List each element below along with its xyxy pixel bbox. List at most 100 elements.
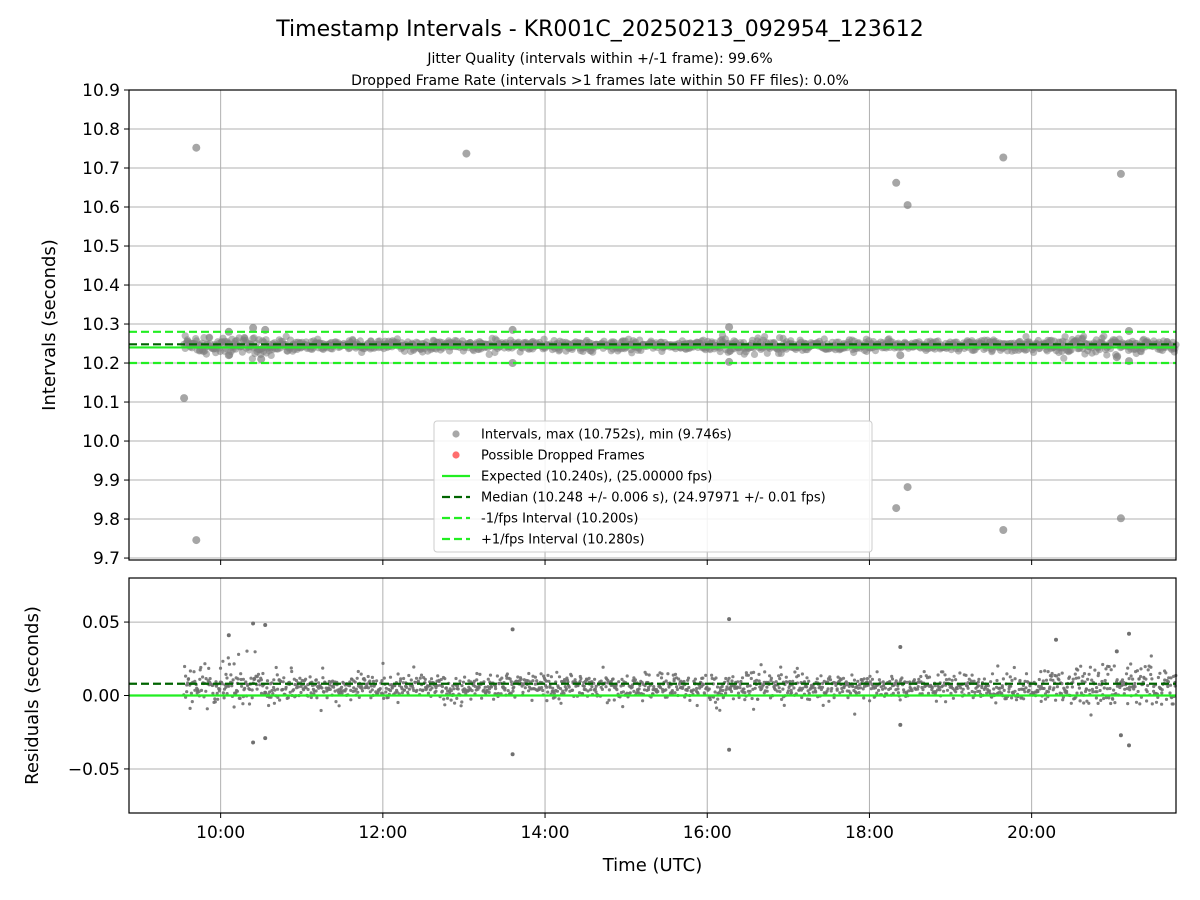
data-point [916,685,920,689]
data-point [862,677,866,681]
data-point [288,690,292,694]
data-point [752,670,756,675]
data-point [805,676,809,680]
data-point [1139,667,1143,671]
data-point [1112,664,1116,668]
data-point [321,666,325,670]
data-point [423,677,427,682]
data-point [955,687,959,691]
data-point [347,684,352,688]
data-point [240,684,244,688]
data-point [687,685,691,690]
data-point [982,677,987,681]
data-point [309,695,313,700]
data-point [239,677,243,682]
data-point [231,678,235,682]
data-point [535,679,539,683]
data-point [1071,677,1075,681]
data-point [549,675,554,679]
data-point [721,688,725,693]
data-point [656,673,660,677]
data-point [851,684,855,689]
data-point [695,703,699,708]
data-point [328,687,332,692]
outlier-point [192,143,201,152]
outlier-point [224,351,233,360]
data-point [1137,677,1141,681]
data-point [333,689,337,693]
data-point [566,680,570,684]
data-point [786,689,791,693]
data-point [546,690,550,694]
data-point [463,675,467,679]
data-point [396,672,400,676]
data-point [1126,666,1130,670]
data-point [852,678,857,682]
data-point [511,689,515,693]
y-tick-label: 10.4 [82,276,120,296]
data-point [268,690,272,694]
data-point [1144,677,1148,681]
data-point [1149,654,1153,658]
data-point [444,686,448,690]
data-point [1166,680,1170,684]
data-point [478,672,482,677]
data-point [774,680,778,684]
data-point [1085,699,1089,703]
data-point [239,672,243,676]
data-point [898,698,902,702]
data-point [573,678,577,682]
data-point [865,677,870,681]
data-point [814,690,818,694]
data-point [744,671,749,675]
data-point [594,690,598,694]
data-point [829,689,833,693]
outlier-point [510,752,515,757]
data-point [539,672,543,676]
data-point [388,675,393,679]
data-point [745,684,750,688]
data-point [1164,697,1169,702]
data-point [1054,674,1058,678]
data-point [1036,690,1040,694]
data-point [546,673,550,678]
data-point [202,350,210,358]
data-point [896,687,900,691]
data-point [688,698,692,703]
data-point [832,696,836,700]
data-point [382,696,386,701]
data-point [980,685,984,690]
data-point [407,687,411,691]
data-point [1050,671,1054,676]
data-point [1131,677,1135,681]
data-point [1057,673,1061,677]
data-point [875,670,879,674]
data-point [227,684,231,688]
data-point [1107,696,1111,700]
data-point [959,686,963,690]
data-point [440,684,444,689]
data-point [677,677,681,681]
data-point [973,690,977,694]
data-point [707,687,711,691]
data-point [317,686,321,690]
data-point [272,701,276,705]
data-point [412,665,416,669]
data-point [439,677,443,682]
outlier-point [725,323,734,332]
data-point [1079,664,1083,668]
data-point [1097,671,1101,675]
data-point [548,684,552,688]
data-point [656,689,660,694]
data-point [1088,665,1092,669]
data-point [440,689,444,693]
data-point [716,697,720,701]
data-point [720,685,724,689]
data-point [941,670,945,674]
data-point [197,690,201,694]
data-point [569,674,574,678]
data-point [494,687,498,691]
data-point [317,681,321,685]
data-point [353,680,357,684]
legend: Intervals, max (10.752s), min (9.746s) Po… [433,420,873,553]
